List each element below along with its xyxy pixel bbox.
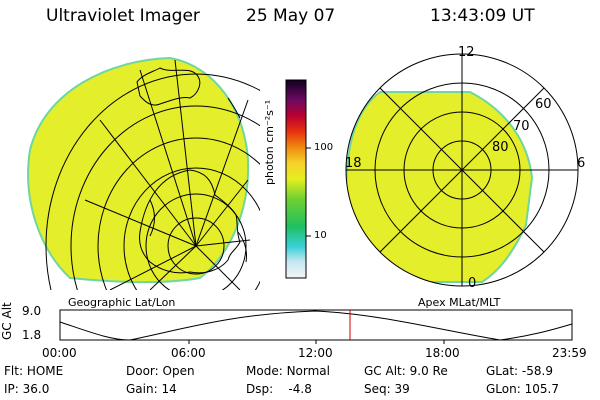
mlat-label-80: 80 <box>492 140 509 155</box>
colorbar-tick-100: 100 <box>314 142 334 153</box>
time-label: 13:43:09 UT <box>430 6 535 26</box>
altitude-xtick-1800: 18:00 <box>425 346 460 360</box>
polar-grid <box>345 53 579 287</box>
status-glat: GLat: -58.9 <box>486 364 553 378</box>
colorbar-unit: photon cm⁻²s⁻¹ <box>263 99 276 185</box>
colorbar-scale <box>285 79 307 279</box>
status-glon: GLon: 105.7 <box>486 382 559 396</box>
altitude-xtick-2359: 23:59 <box>552 346 587 360</box>
colorbar <box>285 79 311 279</box>
magnetic-polar-plot <box>345 53 579 287</box>
uv-image-right <box>346 91 534 283</box>
altitude-xtick-1200: 12:00 <box>298 346 333 360</box>
altitude-ytick-bottom: 1.8 <box>22 328 42 342</box>
altitude-xtick-0600: 06:00 <box>171 346 206 360</box>
status-seq: Seq: 39 <box>364 382 410 396</box>
status-gain: Gain: 14 <box>126 382 177 396</box>
magnetic-panel-label: Apex MLat/MLT <box>418 296 501 309</box>
mlat-label-60: 60 <box>535 97 552 112</box>
status-flight: Flt: HOME <box>4 364 64 378</box>
altitude-plot <box>59 309 573 344</box>
mlt-label-12: 12 <box>458 45 475 60</box>
instrument-title: Ultraviolet Imager <box>46 6 200 26</box>
geographic-panel-label: Geographic Lat/Lon <box>68 296 176 309</box>
mlat-label-70: 70 <box>513 119 530 134</box>
altitude-ytick-top: 9.0 <box>22 304 42 318</box>
status-mode: Mode: Normal <box>246 364 330 378</box>
status-dsp: Dsp: -4.8 <box>246 382 312 396</box>
geographic-image <box>27 56 260 290</box>
status-door: Door: Open <box>126 364 195 378</box>
geo-grid <box>45 59 260 290</box>
date-label: 25 May 07 <box>246 6 336 26</box>
altitude-plot-frame <box>59 309 573 341</box>
altitude-ylabel: GC Alt <box>0 302 14 340</box>
altitude-curve <box>59 310 573 341</box>
status-gc-alt: GC Alt: 9.0 Re <box>364 364 448 378</box>
status-ip: IP: 36.0 <box>4 382 50 396</box>
mlt-label-0: 0 <box>468 276 477 291</box>
colorbar-tick-10: 10 <box>314 230 327 241</box>
altitude-xtick-0000: 00:00 <box>42 346 77 360</box>
mlt-label-18: 18 <box>345 156 362 171</box>
mlt-label-6: 6 <box>577 156 586 171</box>
